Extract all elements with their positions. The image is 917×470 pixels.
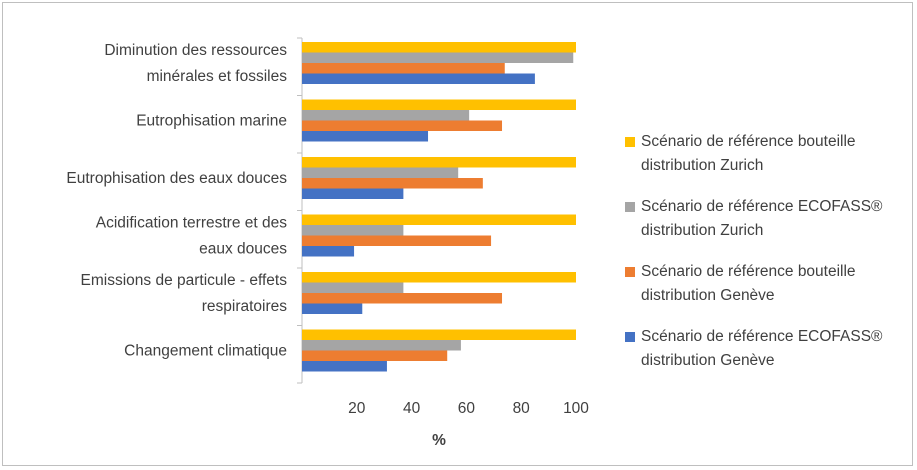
legend-label: Scénario de référence ECOFASS® [641,328,883,345]
category-label: Changement climatique [124,343,287,360]
bar [302,350,448,361]
bar [302,293,503,304]
bar [302,214,576,225]
legend-item: Scénario de référence ECOFASS® distributi… [625,325,910,373]
bar [302,272,576,283]
legend-label: distribution Zurich [641,157,764,174]
bar [302,188,404,199]
x-tick-label: 20 [348,400,366,417]
bar [302,303,363,314]
bar [302,52,574,63]
legend: Scénario de référence bouteille distribut… [625,130,910,390]
category-label: Eutrophisation marine [136,113,287,130]
legend-swatch [625,202,635,212]
bar [302,361,387,372]
legend-swatch [625,137,635,147]
bar [302,329,576,340]
legend-item: Scénario de référence ECOFASS® distributi… [625,195,910,243]
category-label: Eutrophisation des eaux douces [66,170,287,187]
bar [302,63,505,74]
x-tick-label: 40 [403,400,421,417]
bar [302,120,503,131]
x-tick-label: 60 [458,400,476,417]
category-label: Emissions de particule - effets respirato… [81,272,288,315]
bar [302,340,461,351]
bar [302,246,355,257]
bar [302,42,576,53]
bar-layer [302,42,576,372]
bar [302,235,492,246]
x-axis-title: % [432,432,446,449]
x-tick-label: 80 [513,400,531,417]
x-tick-label: 100 [563,400,589,417]
category-label: Diminution des ressources minérales et fo… [104,42,287,85]
legend-swatch [625,332,635,342]
category-label: Acidification terrestre et des eaux douce… [96,215,288,258]
bar [302,167,459,178]
legend-swatch [625,267,635,277]
label-layer: Diminution des ressources minérales et fo… [66,42,287,360]
legend-label: distribution Genève [641,352,775,369]
legend-item: Scénario de référence bouteille distribut… [625,260,910,308]
legend-label: Scénario de référence bouteille [641,263,856,280]
bar [302,73,535,84]
legend-label: distribution Zurich [641,222,764,239]
legend-item: Scénario de référence bouteille distribut… [625,130,910,178]
bar [302,131,429,142]
axis-layer: 20 40 60 80 100 [297,37,589,417]
legend-label: Scénario de référence bouteille [641,133,856,150]
bar [302,282,404,293]
bar [302,225,404,236]
bar [302,99,576,110]
legend-label: distribution Genève [641,287,775,304]
bar [302,178,483,189]
bar [302,157,576,168]
bar [302,110,470,121]
legend-label: Scénario de référence ECOFASS® [641,198,883,215]
